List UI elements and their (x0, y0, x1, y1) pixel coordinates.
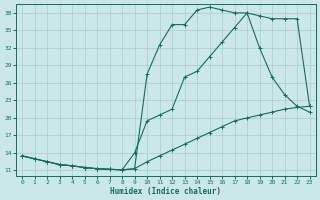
X-axis label: Humidex (Indice chaleur): Humidex (Indice chaleur) (110, 187, 221, 196)
